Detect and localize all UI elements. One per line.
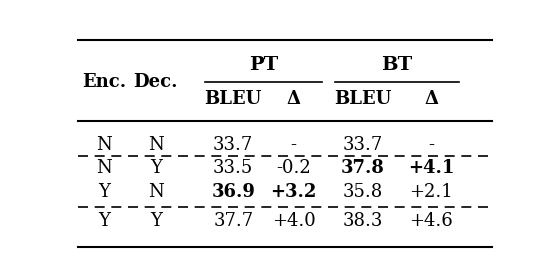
Text: +2.1: +2.1 <box>410 183 453 201</box>
Text: +4.1: +4.1 <box>408 159 455 177</box>
Text: N: N <box>148 183 163 201</box>
Text: Δ: Δ <box>424 90 439 108</box>
Text: BLEU: BLEU <box>334 90 391 108</box>
Text: BLEU: BLEU <box>205 90 262 108</box>
Text: N: N <box>96 136 112 154</box>
Text: Y: Y <box>98 183 110 201</box>
Text: PT: PT <box>249 56 278 74</box>
Text: -: - <box>429 136 434 154</box>
Text: Δ: Δ <box>286 90 301 108</box>
Text: N: N <box>96 159 112 177</box>
Text: Dec.: Dec. <box>133 73 178 91</box>
Text: Enc.: Enc. <box>82 73 126 91</box>
Text: N: N <box>148 136 163 154</box>
Text: +4.0: +4.0 <box>272 212 315 230</box>
Text: 33.5: 33.5 <box>213 159 254 177</box>
Text: Y: Y <box>98 212 110 230</box>
Text: +3.2: +3.2 <box>270 183 317 201</box>
Text: 33.7: 33.7 <box>213 136 254 154</box>
Text: Y: Y <box>150 212 162 230</box>
Text: +4.6: +4.6 <box>410 212 453 230</box>
Text: 35.8: 35.8 <box>342 183 383 201</box>
Text: 38.3: 38.3 <box>342 212 383 230</box>
Text: Y: Y <box>150 159 162 177</box>
Text: 37.7: 37.7 <box>213 212 254 230</box>
Text: -0.2: -0.2 <box>276 159 311 177</box>
Text: 36.9: 36.9 <box>211 183 255 201</box>
Text: BT: BT <box>381 56 413 74</box>
Text: -: - <box>291 136 296 154</box>
Text: 33.7: 33.7 <box>342 136 383 154</box>
Text: 37.8: 37.8 <box>341 159 384 177</box>
